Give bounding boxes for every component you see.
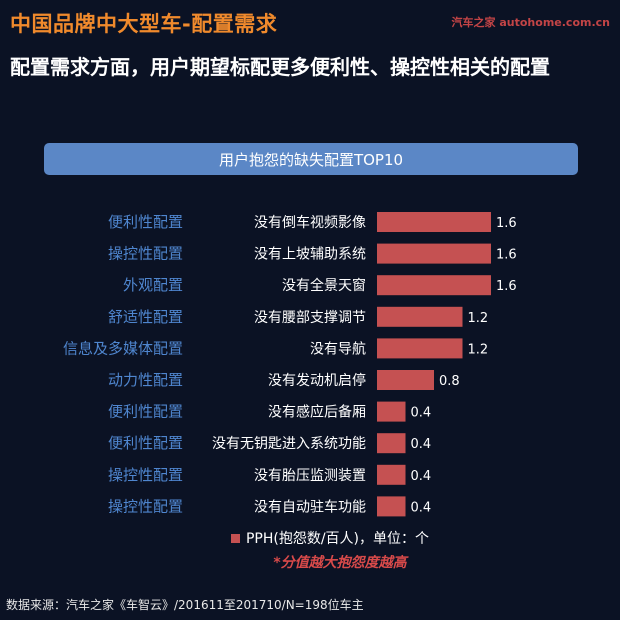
bar	[377, 338, 463, 359]
category-label: 没有上坡辅助系统	[254, 247, 366, 263]
value-label: 1.2	[468, 311, 489, 326]
chart-note: *分值越大抱怨度越高	[0, 552, 620, 572]
bar	[377, 306, 463, 327]
value-label: 0.4	[411, 406, 432, 421]
group-label: 信息及多媒体配置	[63, 339, 183, 357]
category-label: 没有发动机启停	[268, 372, 366, 389]
value-label: 0.4	[411, 500, 432, 515]
watermark-logo: 汽车之家 autohome.com.cn	[451, 16, 610, 29]
category-label: 没有腰部支撑调节	[254, 310, 366, 326]
group-label: 操控性配置	[108, 466, 183, 484]
group-label: 操控性配置	[108, 245, 183, 263]
group-label: 动力性配置	[108, 371, 183, 389]
value-label: 0.8	[439, 374, 460, 389]
bar	[377, 496, 406, 517]
category-label: 没有感应后备厢	[268, 404, 366, 421]
bar	[377, 401, 406, 422]
value-label: 1.6	[496, 248, 517, 263]
bar	[377, 243, 491, 264]
data-source: 数据来源：汽车之家《车智云》/201611至201710/N=198位车主	[6, 598, 364, 612]
value-label: 0.4	[411, 469, 432, 484]
chart-legend: PPH(抱怨数/百人)，单位：个	[0, 528, 620, 548]
value-label: 1.6	[496, 216, 517, 231]
note-text: *分值越大抱怨度越高	[273, 555, 407, 571]
page-title: 中国品牌中大型车-配置需求	[10, 12, 278, 36]
value-label: 1.6	[496, 279, 517, 294]
bar	[377, 212, 491, 232]
category-label: 没有胎压监测装置	[254, 468, 366, 484]
category-label: 没有倒车视频影像	[254, 214, 366, 231]
category-label: 没有导航	[310, 341, 366, 357]
group-label: 便利性配置	[108, 403, 183, 421]
group-label: 外观配置	[123, 276, 183, 294]
value-label: 1.2	[468, 342, 489, 357]
group-label: 操控性配置	[108, 497, 183, 515]
group-label: 舒适性配置	[108, 308, 183, 326]
bar	[377, 464, 406, 485]
legend-label: PPH(抱怨数/百人)，单位：个	[245, 531, 430, 547]
category-label: 没有无钥匙进入系统功能	[212, 436, 366, 452]
bar	[377, 370, 434, 390]
category-label: 没有全景天窗	[282, 277, 366, 294]
bar	[377, 275, 491, 296]
page-subtitle: 配置需求方面，用户期望标配更多便利性、操控性相关的配置	[10, 55, 550, 79]
group-label: 便利性配置	[108, 434, 183, 452]
legend-swatch	[230, 533, 240, 543]
chart-title: 用户抱怨的缺失配置TOP10	[218, 150, 404, 169]
group-label: 便利性配置	[108, 213, 183, 231]
category-label: 没有自动驻车功能	[254, 498, 366, 515]
value-label: 0.4	[411, 437, 432, 452]
bar	[377, 433, 406, 454]
chart-title-banner: 用户抱怨的缺失配置TOP10	[44, 143, 578, 175]
